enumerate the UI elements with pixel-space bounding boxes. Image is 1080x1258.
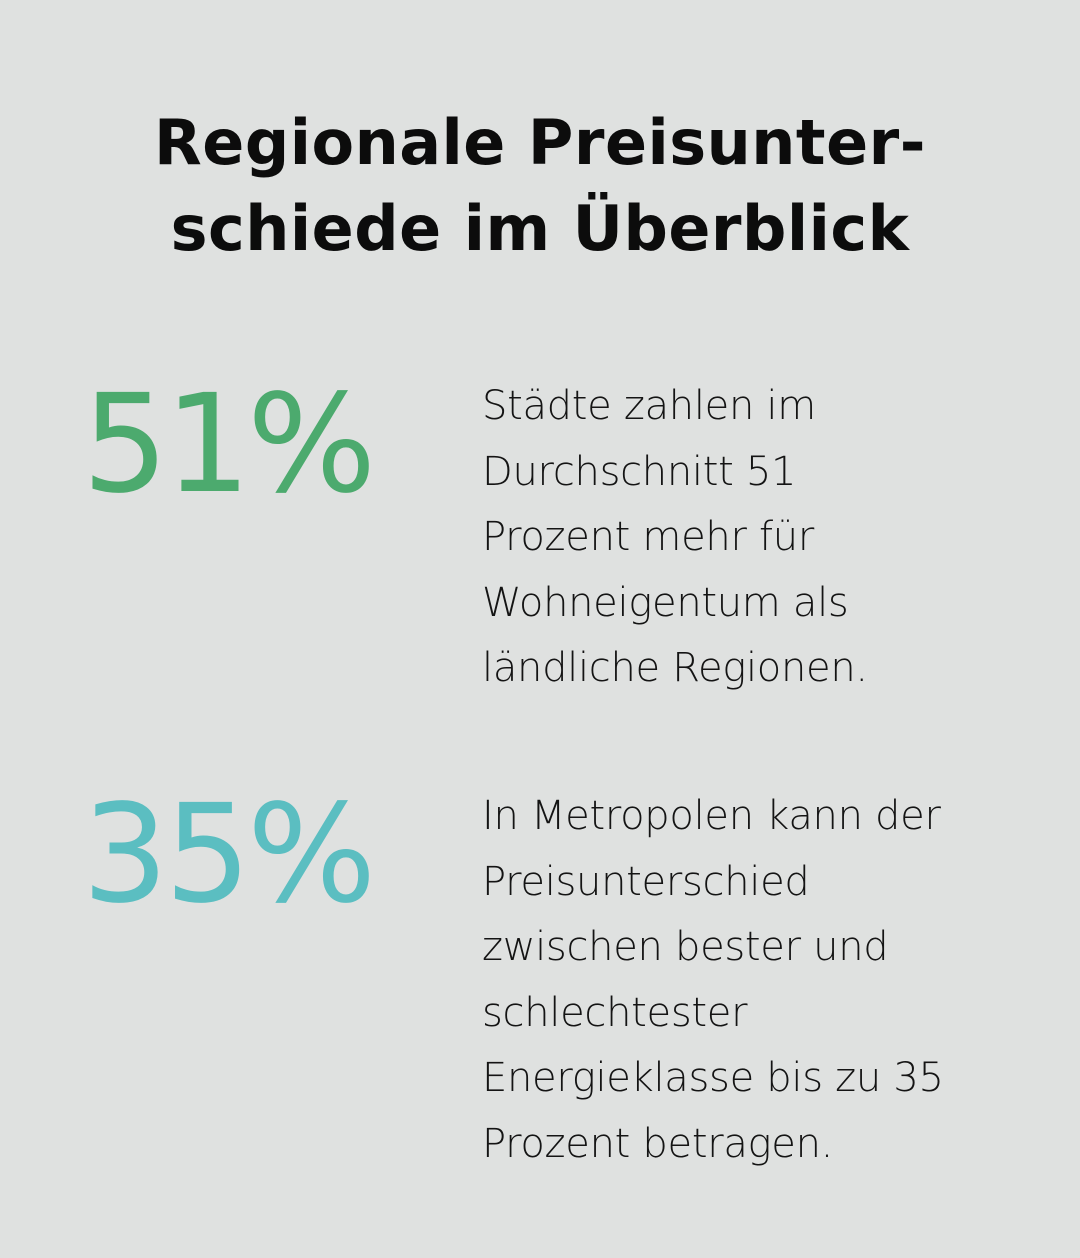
stat-description-2: In Metropolen kann der Preisunterschied … xyxy=(482,784,1042,1177)
stat-1-line-5: ländliche Regionen. xyxy=(482,645,868,691)
stat-description-1: Städte zahlen im Durchschnitt 51 Prozent… xyxy=(482,374,1042,702)
stat-2-line-3: zwischen bester und xyxy=(482,924,889,970)
stat-2-line-5: Energieklasse bis zu 35 xyxy=(482,1055,944,1101)
stat-1-line-3: Prozent mehr für xyxy=(482,514,814,560)
page-title: Regionale Preisunter- schiede im Überbli… xyxy=(0,100,1080,272)
stat-1-line-2: Durchschnitt 51 xyxy=(482,448,797,495)
stat-2-line-4: schlechtester xyxy=(482,989,748,1036)
stat-2-line-2: Preisunterschied xyxy=(482,858,810,905)
stat-value-1: 51% xyxy=(82,366,376,524)
stat-2-line-1: In Metropolen kann der xyxy=(482,793,941,839)
title-line-1: Regionale Preisunter- xyxy=(154,106,926,179)
title-line-2: schiede im Überblick xyxy=(170,192,910,265)
stat-2-line-6: Prozent betragen. xyxy=(482,1120,834,1167)
stat-1-line-1: Städte zahlen im xyxy=(482,383,816,429)
stat-value-2: 35% xyxy=(82,776,376,934)
stat-1-line-4: Wohneigentum als xyxy=(482,579,849,626)
